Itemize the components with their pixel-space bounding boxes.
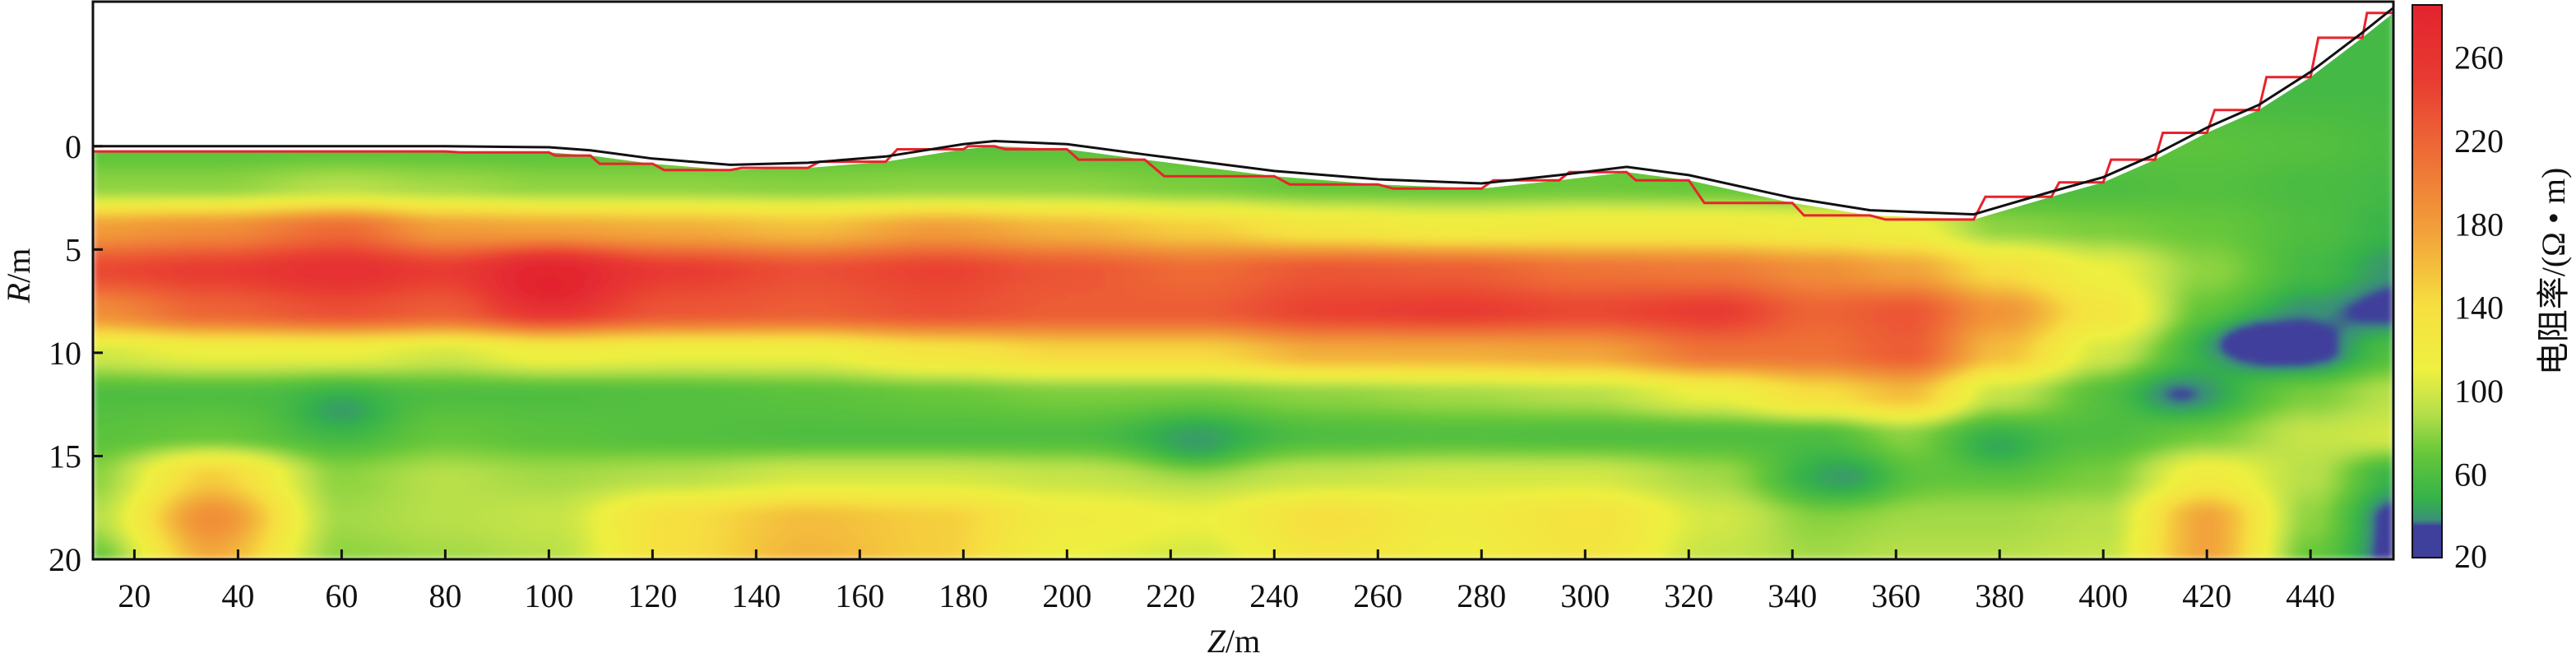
colorbar-tick-label: 180 [2454, 206, 2504, 243]
colorbar-tick-label: 60 [2454, 456, 2487, 494]
y-tick-label: 20 [49, 541, 81, 578]
colorbar: 20 60 100 140 180 220 260 电阻率/(Ω • m) [2412, 4, 2572, 575]
y-tick-label: 0 [65, 128, 81, 165]
y-axis-ticks: 0 5 10 15 20 [49, 128, 103, 578]
x-tick-label: 100 [524, 577, 573, 614]
x-tick-label: 200 [1042, 577, 1091, 614]
x-tick-label: 340 [1768, 577, 1817, 614]
y-axis-title-var: R [0, 283, 37, 304]
colorbar-tick-label: 20 [2454, 538, 2487, 575]
x-axis-title: Z/m [1207, 623, 1260, 658]
x-tick-label: 360 [1871, 577, 1920, 614]
plot-frame [91, 0, 2395, 561]
x-tick-label: 60 [325, 577, 358, 614]
x-tick-label: 160 [835, 577, 884, 614]
y-tick-label: 10 [49, 335, 81, 372]
x-tick-label: 40 [221, 577, 254, 614]
surface-topography-line [93, 7, 2394, 216]
colorbar-tick-label: 100 [2454, 373, 2504, 410]
colorbar-tick-label: 140 [2454, 290, 2504, 327]
y-tick-label: 15 [49, 438, 81, 475]
x-tick-label: 140 [731, 577, 781, 614]
colorbar-tick-label: 260 [2454, 39, 2504, 76]
electrode-profile-line [93, 12, 2393, 221]
x-tick-label: 20 [118, 577, 151, 614]
x-tick-label: 120 [628, 577, 677, 614]
x-tick-label: 440 [2286, 577, 2335, 614]
x-tick-label: 80 [429, 577, 461, 614]
colorbar-tick-label: 220 [2454, 123, 2504, 160]
x-axis-title-var: Z [1207, 623, 1226, 658]
x-tick-label: 420 [2182, 577, 2231, 614]
x-tick-label: 260 [1353, 577, 1402, 614]
x-tick-label: 280 [1457, 577, 1506, 614]
x-tick-label: 380 [1975, 577, 2024, 614]
colorbar-ticks: 20 60 100 140 180 220 260 [2454, 39, 2504, 575]
x-tick-label: 400 [2078, 577, 2128, 614]
colorbar-gradient [2412, 4, 2443, 558]
x-axis-title-unit: /m [1225, 623, 1260, 658]
colorbar-label: 电阻率/(Ω • m) [2535, 168, 2572, 376]
x-tick-label: 220 [1146, 577, 1195, 614]
x-tick-label: 320 [1664, 577, 1713, 614]
y-axis-title-unit: /m [0, 248, 37, 283]
x-tick-label: 180 [938, 577, 988, 614]
x-tick-label: 240 [1249, 577, 1299, 614]
y-axis-title: R/m [0, 248, 37, 304]
x-tick-label: 300 [1560, 577, 1610, 614]
plot-area: 20 40 60 80 100 120 140 160 180 200 220 240 260 280 30… [49, 0, 2395, 614]
x-axis-ticks: 20 40 60 80 100 120 140 160 180 200 220 240 260 280 30… [118, 549, 2335, 614]
y-tick-label: 5 [65, 231, 81, 268]
